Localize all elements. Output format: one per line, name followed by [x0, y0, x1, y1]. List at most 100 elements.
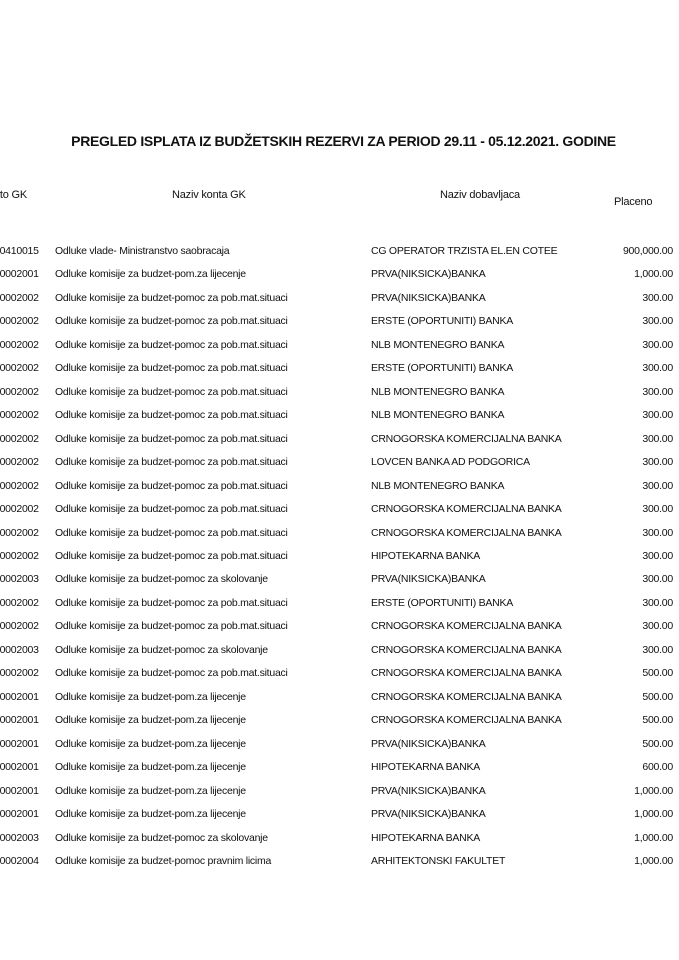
cell-supplier: CRNOGORSKA KOMERCIJALNA BANKA — [371, 526, 562, 539]
cell-paid: 300.00 — [642, 291, 673, 304]
cell-supplier: CRNOGORSKA KOMERCIJALNA BANKA — [371, 643, 562, 656]
table-row: 10002001 Odluke komisije za budzet-pom.za… — [0, 691, 679, 707]
cell-supplier: ARHITEKTONSKI FAKULTET — [371, 854, 506, 867]
table-row: 10002002 Odluke komisije za budzet-pomoc … — [0, 620, 679, 636]
cell-account-code: 10002002 — [0, 315, 39, 328]
cell-paid: 300.00 — [642, 432, 673, 445]
cell-paid: 300.00 — [642, 479, 673, 492]
cell-paid: 300.00 — [642, 409, 673, 422]
cell-account-code: 10002002 — [0, 479, 39, 492]
cell-paid: 500.00 — [642, 714, 673, 727]
cell-supplier: PRVA(NIKSICKA)BANKA — [371, 808, 486, 821]
table-row: 10002002 Odluke komisije za budzet-pomoc … — [0, 292, 679, 308]
table-row: 10002002 Odluke komisije za budzet-pomoc … — [0, 339, 679, 355]
cell-supplier: PRVA(NIKSICKA)BANKA — [371, 291, 486, 304]
cell-supplier: CRNOGORSKA KOMERCIJALNA BANKA — [371, 690, 562, 703]
cell-paid: 300.00 — [642, 456, 673, 469]
cell-paid: 500.00 — [642, 737, 673, 750]
cell-paid: 300.00 — [642, 362, 673, 375]
cell-account-name: Odluke komisije za budzet-pomoc za pob.m… — [55, 549, 288, 562]
cell-supplier: PRVA(NIKSICKA)BANKA — [371, 573, 486, 586]
cell-supplier: PRVA(NIKSICKA)BANKA — [371, 784, 486, 797]
cell-account-name: Odluke komisije za budzet-pomoc za pob.m… — [55, 526, 288, 539]
cell-account-code: 10002002 — [0, 667, 39, 680]
cell-supplier: NLB MONTENEGRO BANKA — [371, 409, 505, 422]
cell-supplier: CG OPERATOR TRZISTA EL.EN COTEE — [371, 245, 558, 257]
cell-paid: 300.00 — [642, 620, 673, 633]
cell-account-name: Odluke komisije za budzet-pomoc za pob.m… — [55, 315, 288, 328]
cell-supplier: HIPOTEKARNA BANKA — [371, 549, 480, 562]
cell-account-name: Odluke komisije za budzet-pomoc za pob.m… — [55, 503, 288, 516]
header-paid: Placeno — [614, 196, 653, 208]
cell-supplier: ERSTE (OPORTUNITI) BANKA — [371, 315, 513, 328]
cell-supplier: PRVA(NIKSICKA)BANKA — [371, 737, 486, 750]
cell-paid: 1,000.00 — [634, 808, 673, 821]
table-row: 10002003 Odluke komisije za budzet-pomoc … — [0, 832, 679, 848]
table-row: 10002002 Odluke komisije za budzet-pomoc … — [0, 550, 679, 566]
table-row: 10002001 Odluke komisije za budzet-pom.za… — [0, 268, 679, 284]
cell-supplier: HIPOTEKARNA BANKA — [371, 831, 480, 844]
cell-paid: 1,000.00 — [634, 854, 673, 867]
cell-paid: 300.00 — [642, 315, 673, 328]
cell-account-code: 10002002 — [0, 362, 39, 375]
cell-account-name: Odluke komisije za budzet-pomoc za skolo… — [55, 831, 268, 844]
cell-paid: 1,000.00 — [634, 831, 673, 844]
cell-paid: 300.00 — [642, 526, 673, 539]
table-row: 10002002 Odluke komisije za budzet-pomoc … — [0, 315, 679, 331]
cell-account-name: Odluke komisije za budzet-pomoc za pob.m… — [55, 620, 288, 633]
header-supplier: Naziv dobavljaca — [440, 189, 520, 201]
cell-supplier: CRNOGORSKA KOMERCIJALNA BANKA — [371, 432, 562, 445]
cell-account-code: 10002002 — [0, 526, 39, 539]
cell-paid: 1,000.00 — [634, 784, 673, 797]
cell-account-name: Odluke komisije za budzet-pomoc pravnim … — [55, 854, 272, 867]
table-row: 10002003 Odluke komisije za budzet-pomoc … — [0, 644, 679, 660]
cell-account-name: Odluke komisije za budzet-pomoc za pob.m… — [55, 385, 288, 398]
cell-supplier: LOVCEN BANKA AD PODGORICA — [371, 456, 530, 469]
cell-supplier: HIPOTEKARNA BANKA — [371, 761, 480, 774]
table-row: 10002002 Odluke komisije za budzet-pomoc … — [0, 409, 679, 425]
cell-account-code: 10002003 — [0, 831, 39, 844]
cell-paid: 500.00 — [642, 690, 673, 703]
cell-paid: 1,000.00 — [634, 268, 673, 281]
cell-supplier: CRNOGORSKA KOMERCIJALNA BANKA — [371, 714, 562, 727]
cell-account-name: Odluke komisije za budzet-pomoc za pob.m… — [55, 432, 288, 445]
cell-paid: 600.00 — [642, 761, 673, 774]
table-row: 10002001 Odluke komisije za budzet-pom.za… — [0, 714, 679, 730]
cell-account-name: Odluke komisije za budzet-pom.za lijecen… — [55, 784, 246, 797]
cell-paid: 300.00 — [642, 338, 673, 351]
cell-account-code: 10002004 — [0, 854, 39, 867]
table-row: 10002002 Odluke komisije za budzet-pomoc … — [0, 667, 679, 683]
cell-paid: 300.00 — [642, 385, 673, 398]
cell-account-code: 10002002 — [0, 432, 39, 445]
cell-account-name: Odluke komisije za budzet-pom.za lijecen… — [55, 714, 246, 727]
cell-account-name: Odluke komisije za budzet-pom.za lijecen… — [55, 268, 246, 281]
cell-paid: 300.00 — [642, 549, 673, 562]
table-row: 10002002 Odluke komisije za budzet-pomoc … — [0, 433, 679, 449]
cell-account-code: 10002001 — [0, 761, 39, 774]
cell-supplier: PRVA(NIKSICKA)BANKA — [371, 268, 486, 281]
cell-account-code: 10002002 — [0, 549, 39, 562]
cell-account-code: 10002002 — [0, 620, 39, 633]
table-row: 10002002 Odluke komisije za budzet-pomoc … — [0, 597, 679, 613]
table-row: 10002001 Odluke komisije za budzet-pom.za… — [0, 785, 679, 801]
cell-account-code: 10002001 — [0, 714, 39, 727]
table-row: 10002001 Odluke komisije za budzet-pom.za… — [0, 808, 679, 824]
cell-supplier: CRNOGORSKA KOMERCIJALNA BANKA — [371, 667, 562, 680]
table-row: 10002002 Odluke komisije za budzet-pomoc … — [0, 362, 679, 378]
cell-supplier: NLB MONTENEGRO BANKA — [371, 338, 505, 351]
cell-account-name: Odluke komisije za budzet-pom.za lijecen… — [55, 808, 246, 821]
cell-account-code: 10002002 — [0, 503, 39, 516]
cell-account-name: Odluke komisije za budzet-pomoc za pob.m… — [55, 456, 288, 469]
cell-account-code: 10002002 — [0, 596, 39, 609]
header-account-name: Naziv konta GK — [172, 189, 246, 201]
cell-supplier: ERSTE (OPORTUNITI) BANKA — [371, 362, 513, 375]
cell-account-name: Odluke komisije za budzet-pom.za lijecen… — [55, 761, 246, 774]
cell-account-name: Odluke komisije za budzet-pomoc za pob.m… — [55, 667, 288, 680]
header-account-code: nto GK — [0, 189, 28, 201]
cell-supplier: CRNOGORSKA KOMERCIJALNA BANKA — [371, 503, 562, 516]
cell-paid: 300.00 — [642, 643, 673, 656]
cell-account-code: 10002002 — [0, 409, 39, 422]
cell-account-code: 10002001 — [0, 268, 39, 281]
table-row: 10002002 Odluke komisije za budzet-pomoc … — [0, 480, 679, 496]
table-row: 10002002 Odluke komisije za budzet-pomoc … — [0, 503, 679, 519]
